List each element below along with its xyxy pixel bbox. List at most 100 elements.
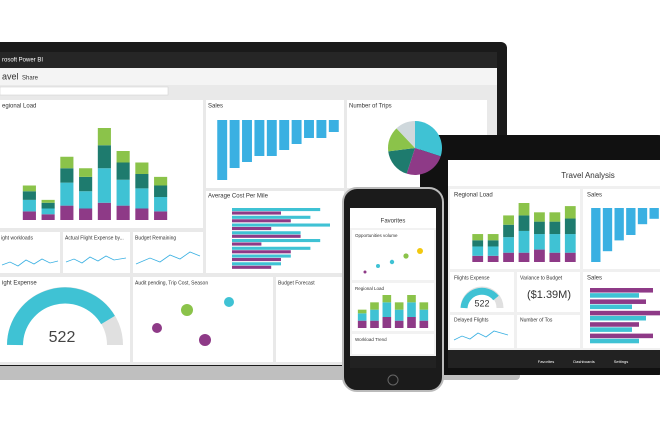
bar-segment <box>370 309 379 321</box>
tile-title: Budget Remaining <box>135 235 176 241</box>
tile-title: Opportunities volume <box>355 233 398 238</box>
bar <box>232 262 281 266</box>
bar-segment <box>154 197 168 212</box>
tile-title: Number of Trips <box>349 104 392 110</box>
bar <box>590 288 653 293</box>
bar-segment <box>549 212 561 222</box>
app-bar <box>0 52 497 68</box>
bar-segment <box>22 191 36 200</box>
bar-segment <box>518 203 530 216</box>
bubble <box>199 334 211 346</box>
tile-title: Delayed Flights <box>454 317 489 323</box>
bar <box>602 208 613 252</box>
tile[interactable] <box>133 277 273 362</box>
bar-segment <box>154 211 168 220</box>
bar <box>232 208 321 212</box>
nav-item[interactable]: Dashboards <box>573 359 595 364</box>
tile[interactable] <box>450 189 580 269</box>
tile[interactable] <box>0 232 60 273</box>
tablet-header <box>448 160 660 186</box>
bar-segment <box>22 185 36 192</box>
bar-segment <box>503 215 514 225</box>
bar <box>637 208 648 225</box>
tile[interactable] <box>517 315 580 348</box>
bar-segment <box>79 176 93 192</box>
kpi-value: ($1.39M) <box>527 289 571 301</box>
bar-segment <box>135 162 149 174</box>
bar-segment <box>116 179 130 206</box>
bar-segment <box>135 188 149 209</box>
tile[interactable] <box>450 315 514 348</box>
bar <box>590 299 646 304</box>
home-button[interactable] <box>387 374 399 386</box>
search-box[interactable] <box>0 86 169 96</box>
share-button[interactable]: Share <box>22 76 39 82</box>
tile[interactable] <box>517 272 580 312</box>
tile[interactable] <box>276 277 346 362</box>
gauge-fill <box>7 287 115 346</box>
bar <box>590 304 632 310</box>
bar-segment <box>97 128 111 146</box>
bar-segment <box>487 240 499 247</box>
tile-title: Regional Load <box>454 193 493 199</box>
bar <box>614 208 624 241</box>
gauge-value: 522 <box>474 298 489 308</box>
bar <box>232 265 272 269</box>
bar <box>232 246 311 250</box>
bar-segment <box>97 202 111 220</box>
bar <box>590 333 653 339</box>
bar-segment <box>564 218 576 235</box>
dot <box>389 259 395 265</box>
bar-segment <box>419 309 429 321</box>
bar-segment <box>487 246 499 256</box>
bar-segment <box>534 249 545 262</box>
bar-segment <box>116 205 130 220</box>
bar-segment <box>60 205 74 220</box>
bar <box>232 234 301 238</box>
tile-title: Actual Flight Expense by... <box>65 235 124 241</box>
bar-segment <box>549 234 561 253</box>
tile-title: ight workloads <box>1 235 33 241</box>
tile[interactable] <box>63 232 130 273</box>
bar <box>626 208 636 235</box>
bar <box>232 219 291 223</box>
bar-segment <box>370 320 379 328</box>
bar-segment <box>472 240 484 247</box>
bar-segment <box>135 174 149 189</box>
bar-segment <box>97 168 111 203</box>
bar-segment <box>382 317 392 328</box>
nav-item[interactable]: Settings <box>614 359 628 364</box>
pie-slice <box>406 148 441 175</box>
sparkline <box>65 255 127 264</box>
bar <box>232 257 281 262</box>
bar-segment <box>79 208 93 220</box>
tile-title: Sales <box>587 276 602 282</box>
bar-segment <box>382 295 392 303</box>
tile[interactable] <box>352 334 434 354</box>
bar-segment <box>472 246 484 256</box>
bar-segment <box>357 320 367 328</box>
bar-segment <box>394 302 404 310</box>
pie-slice <box>415 121 443 157</box>
bar <box>232 242 262 246</box>
bar-segment <box>564 234 576 253</box>
bar <box>590 310 660 316</box>
bar <box>232 226 272 231</box>
bar <box>590 338 639 344</box>
bubble <box>224 297 234 307</box>
pie-slice <box>388 128 415 152</box>
bar <box>232 250 291 254</box>
phone-header <box>350 208 436 228</box>
bar-segment <box>60 168 74 183</box>
bubble <box>181 304 193 316</box>
bar-segment <box>534 212 545 222</box>
bar <box>279 120 290 150</box>
bar-segment <box>41 202 55 209</box>
bar-segment <box>394 309 404 321</box>
bar-segment <box>79 191 93 209</box>
bar-segment <box>419 320 429 328</box>
nav-item[interactable]: Favorites <box>538 359 554 364</box>
bar <box>590 315 646 321</box>
bar-segment <box>22 211 36 220</box>
